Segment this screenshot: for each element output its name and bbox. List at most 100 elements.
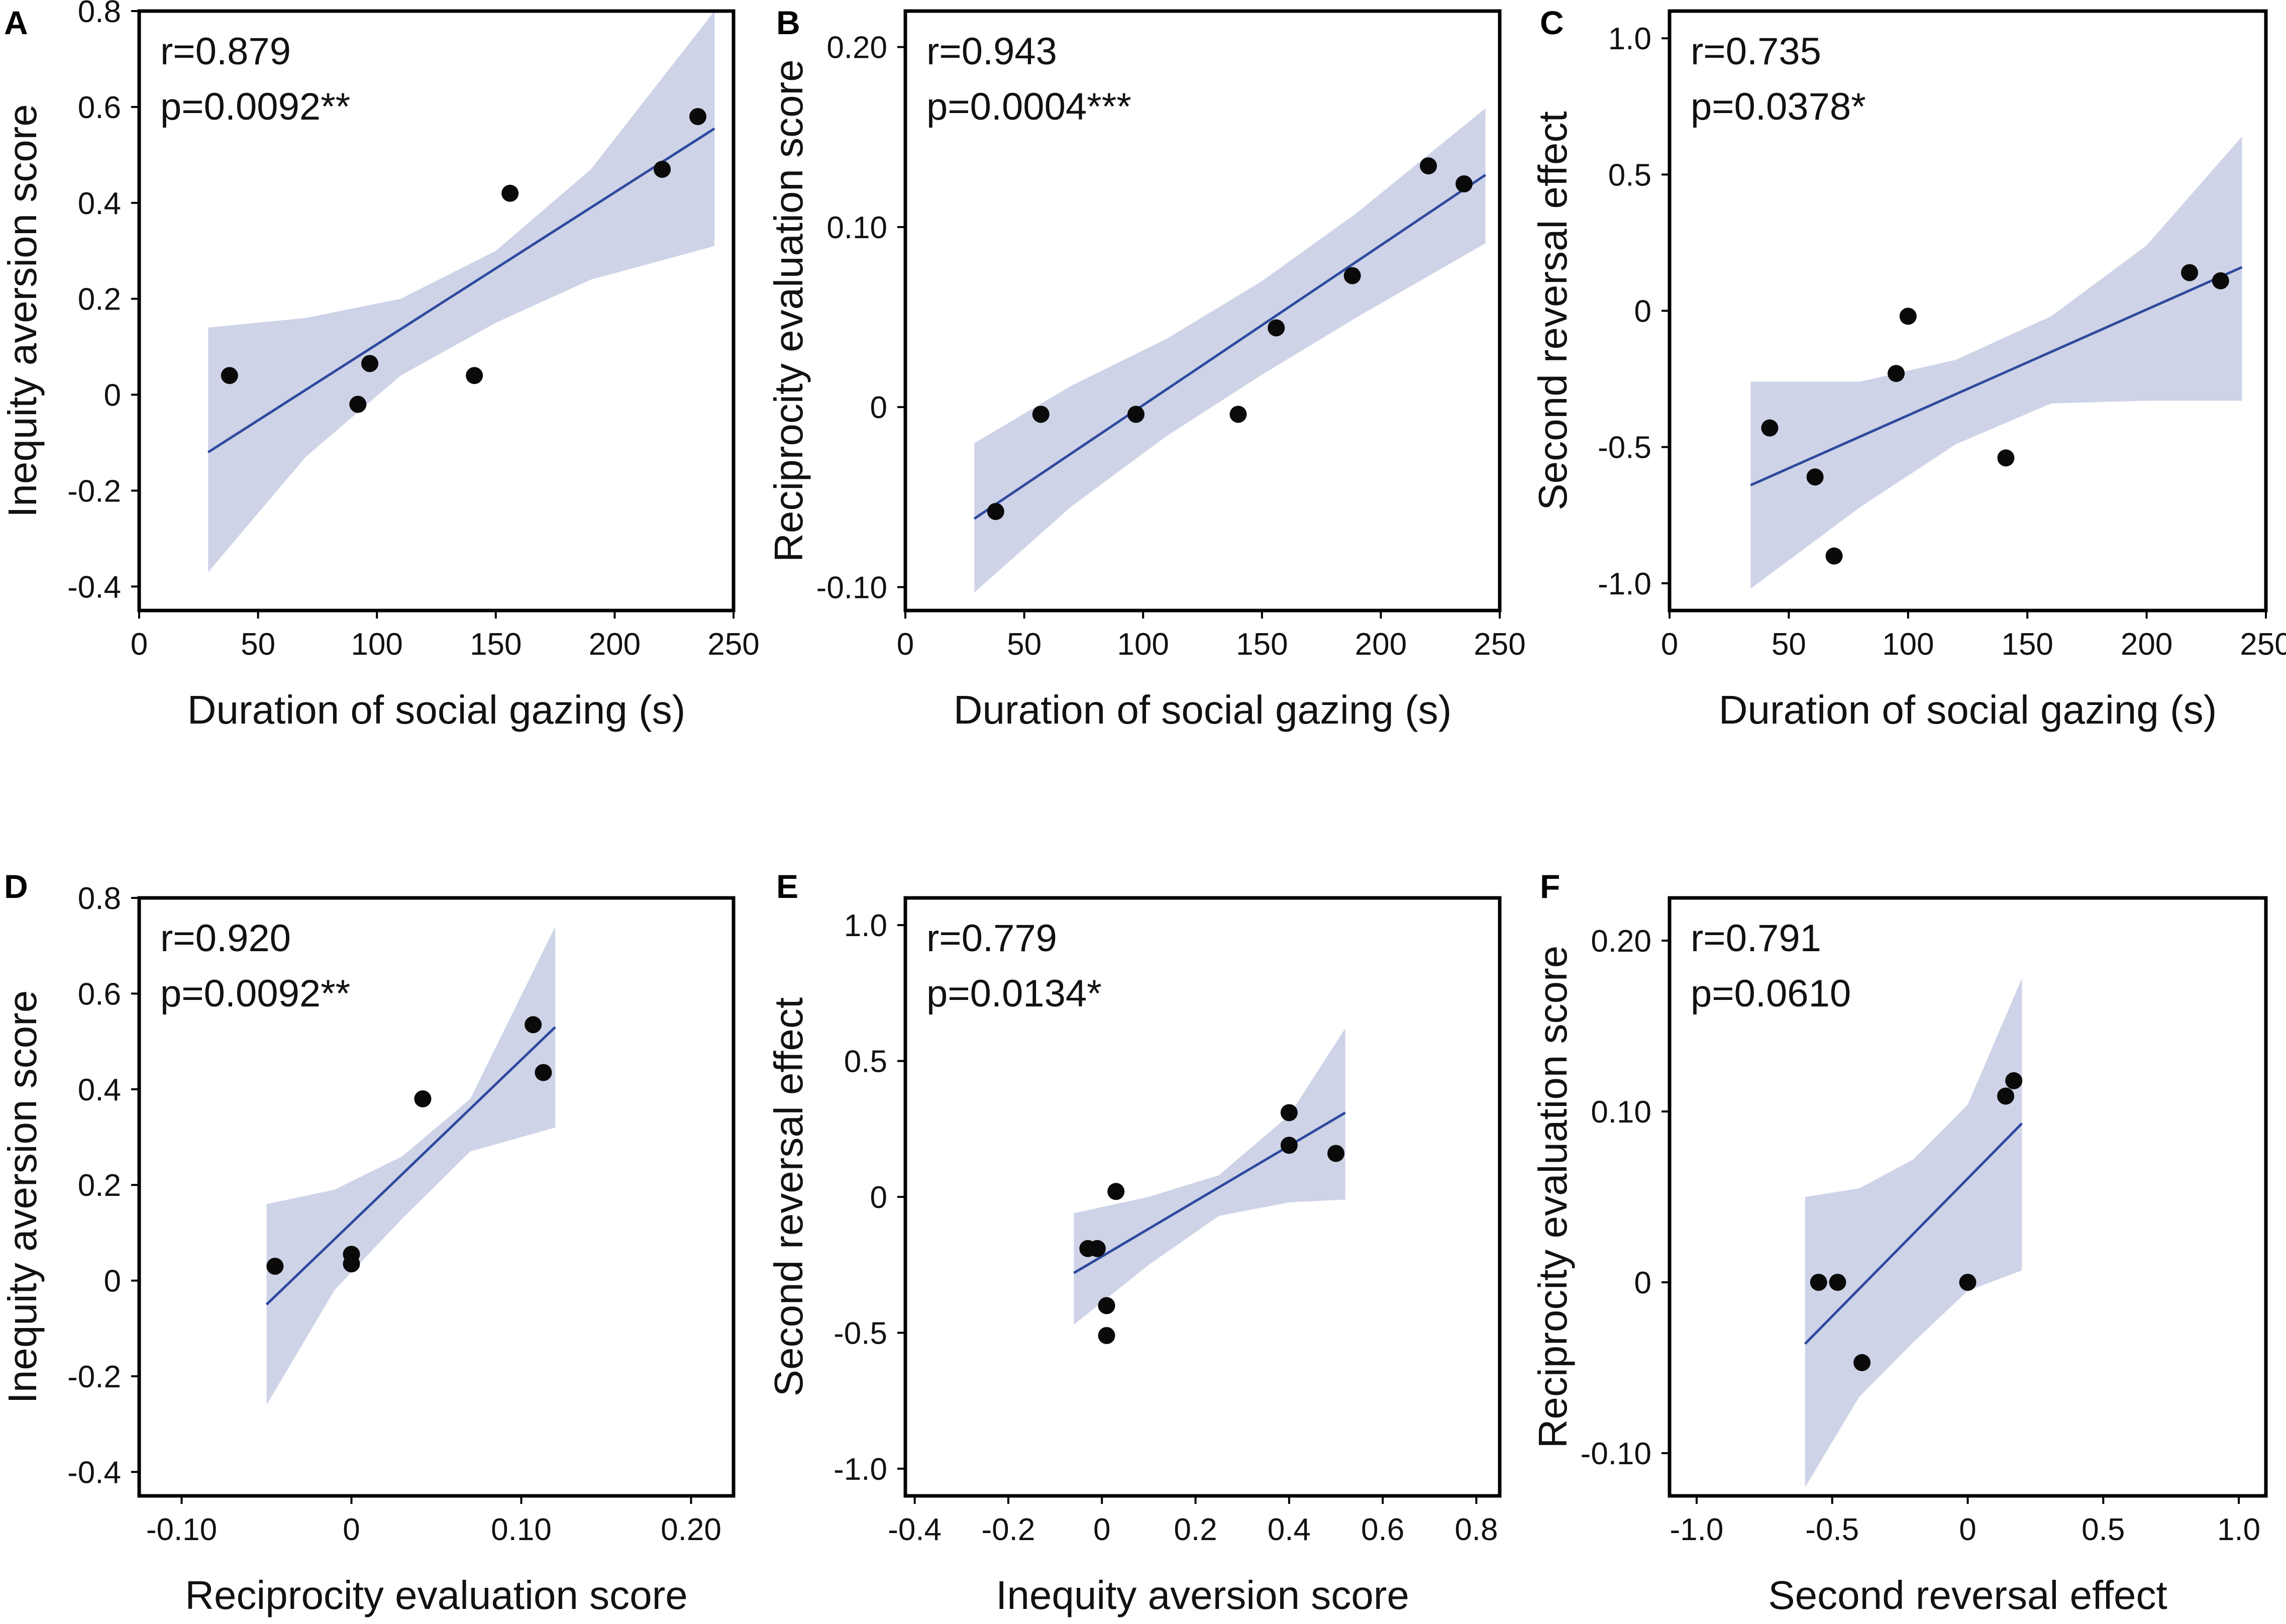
x-tick-label: 150 <box>1236 627 1288 662</box>
data-point <box>221 367 238 384</box>
panel-e: -0.4 -0.2 0 0.2 0.4 0.6 0.8 -1.0 -0.5 0 0.5 1.0 Ineq… <box>766 868 1502 1617</box>
x-tick-label: 200 <box>2121 627 2172 662</box>
y-tick-label: 0 <box>104 1264 121 1299</box>
confidence-band <box>974 108 1486 593</box>
y-axis-label: Second reversal effect <box>1530 111 1575 511</box>
x-tick-label: 0.2 <box>1174 1512 1217 1547</box>
x-axis-label: Second reversal effect <box>1768 1573 2167 1617</box>
y-axis-label: Inequity aversion score <box>0 104 45 518</box>
y-tick-label: 0.8 <box>78 881 121 916</box>
x-tick-label: 100 <box>1117 627 1169 662</box>
x-tick-label: 250 <box>707 627 759 662</box>
correlation-r: r=0.879 <box>160 30 291 73</box>
confidence-band <box>1750 136 2242 589</box>
x-tick-label: 200 <box>589 627 641 662</box>
data-point <box>1032 405 1050 423</box>
data-point <box>1327 1145 1344 1162</box>
x-tick-label: 50 <box>241 627 275 662</box>
y-tick-label: 0.5 <box>844 1045 887 1079</box>
data-point <box>1098 1327 1115 1344</box>
y-tick-label: -0.2 <box>67 1360 121 1394</box>
x-axis-label: Duration of social gazing (s) <box>954 687 1452 732</box>
x-tick-label: 0.8 <box>1454 1512 1498 1547</box>
y-tick-label: 0 <box>870 1180 887 1215</box>
data-point <box>1888 365 1905 382</box>
panel-letter: E <box>776 868 798 905</box>
p-value: p=0.0610 <box>1691 972 1851 1015</box>
x-tick-label: 250 <box>1474 627 1525 662</box>
y-tick-label: -0.5 <box>834 1316 887 1351</box>
y-tick-label: -1.0 <box>834 1452 887 1487</box>
data-point <box>1088 1240 1106 1257</box>
data-point <box>1420 157 1437 175</box>
correlation-r: r=0.779 <box>926 917 1057 960</box>
x-tick-label: 0 <box>1093 1512 1110 1547</box>
plot-frame <box>903 9 1502 613</box>
panel-letter: A <box>4 4 28 41</box>
y-tick-label: 0.4 <box>78 1073 121 1107</box>
p-value: p=0.0134* <box>926 972 1102 1015</box>
x-axis-label: Inequity aversion score <box>996 1573 1409 1617</box>
y-tick-label: -0.2 <box>67 474 121 509</box>
y-tick-label: -1.0 <box>1598 567 1651 601</box>
data-point <box>1098 1297 1115 1314</box>
panel-letter: C <box>1540 4 1564 41</box>
y-tick-label: 0.20 <box>826 31 887 65</box>
y-tick-label: 0.20 <box>1591 924 1651 959</box>
regression-line <box>265 1026 556 1306</box>
regression-line <box>1073 1111 1346 1274</box>
x-tick-label: 150 <box>2001 627 2053 662</box>
panel-letter: B <box>776 4 800 41</box>
data-point <box>1343 267 1361 284</box>
y-tick-label: 0.10 <box>826 211 887 245</box>
y-tick-label: 0.6 <box>78 977 121 1011</box>
p-value: p=0.0378* <box>1691 85 1866 128</box>
x-tick-label: -0.5 <box>1805 1512 1859 1547</box>
x-tick-label: 0 <box>1661 627 1678 662</box>
x-tick-label: 100 <box>351 627 402 662</box>
y-tick-label: 0 <box>1634 294 1651 329</box>
data-point <box>1229 405 1247 423</box>
data-point <box>343 1246 360 1263</box>
data-point <box>2005 1072 2023 1089</box>
y-tick-label: 0.10 <box>1591 1095 1651 1130</box>
data-point <box>1127 405 1145 423</box>
data-point <box>1899 308 1917 325</box>
data-point <box>987 502 1004 520</box>
y-tick-label: 0.8 <box>78 0 121 29</box>
y-axis-label: Inequity aversion score <box>0 990 45 1404</box>
data-point <box>525 1016 542 1034</box>
panel-b: 0 50 100 150 200 250 -0.10 0 0.10 0.20 Duration of… <box>766 4 1526 732</box>
panel-c: 0 50 100 150 200 250 -1.0 -0.5 0 0.5 1.0 Duration o… <box>1530 4 2286 732</box>
data-point <box>2181 264 2199 281</box>
data-point <box>361 355 379 372</box>
y-tick-label: -0.4 <box>67 570 121 604</box>
data-point <box>535 1064 552 1081</box>
correlation-r: r=0.791 <box>1691 917 1821 960</box>
x-tick-label: 0.6 <box>1361 1512 1404 1547</box>
data-point <box>1456 175 1473 192</box>
x-tick-label: 0.20 <box>661 1512 721 1547</box>
data-point <box>1761 419 1779 437</box>
data-point <box>266 1258 284 1275</box>
regression-line <box>1750 266 2243 486</box>
plot-frame <box>137 896 736 1498</box>
x-tick-label: 0.4 <box>1268 1512 1311 1547</box>
panel-letter: D <box>4 868 28 905</box>
correlation-r: r=0.920 <box>160 917 291 960</box>
x-tick-label: 200 <box>1355 627 1407 662</box>
x-tick-label: 0 <box>1959 1512 1976 1547</box>
data-point <box>1107 1183 1125 1200</box>
data-point <box>2212 272 2229 289</box>
panel-a: 0 50 100 150 200 250 -0.4 -0.2 0 0.2 0.4 0.6 0.8 Dura… <box>0 0 760 732</box>
data-point <box>1997 449 2015 467</box>
x-tick-label: 250 <box>2240 627 2286 662</box>
data-point <box>1959 1274 1977 1291</box>
y-tick-label: 0.2 <box>78 1168 121 1203</box>
regression-line <box>973 173 1487 520</box>
data-point <box>1280 1137 1298 1154</box>
x-tick-label: -0.4 <box>888 1512 942 1547</box>
y-tick-label: 0.4 <box>78 186 121 221</box>
x-tick-label: 50 <box>1007 627 1042 662</box>
